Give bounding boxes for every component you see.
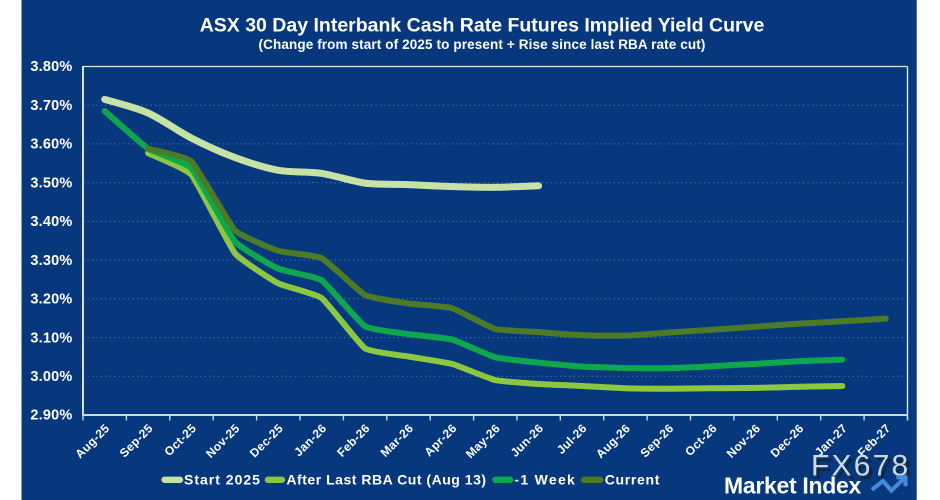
svg-text:3.70%: 3.70% bbox=[30, 98, 72, 114]
svg-text:3.20%: 3.20% bbox=[30, 292, 72, 308]
svg-text:2.90%: 2.90% bbox=[30, 408, 72, 424]
svg-text:Current: Current bbox=[605, 471, 660, 487]
svg-text:3.00%: 3.00% bbox=[30, 369, 72, 385]
svg-text:FX678: FX678 bbox=[814, 453, 913, 486]
svg-text:3.30%: 3.30% bbox=[30, 253, 72, 269]
svg-text:3.40%: 3.40% bbox=[30, 214, 72, 230]
svg-text:3.50%: 3.50% bbox=[30, 175, 72, 191]
svg-text:After Last RBA Cut (Aug 13): After Last RBA Cut (Aug 13) bbox=[286, 471, 486, 487]
svg-text:Start 2025: Start 2025 bbox=[184, 471, 261, 487]
svg-text:ASX 30 Day Interbank Cash Rate: ASX 30 Day Interbank Cash Rate Futures I… bbox=[200, 15, 765, 37]
svg-text:3.80%: 3.80% bbox=[30, 59, 72, 75]
svg-text:3.10%: 3.10% bbox=[30, 330, 72, 346]
svg-text:3.60%: 3.60% bbox=[30, 137, 72, 153]
svg-text:FX678: FX678 bbox=[811, 450, 910, 483]
svg-text:-1 Week: -1 Week bbox=[514, 471, 576, 487]
svg-text:(Change from start of 2025 to: (Change from start of 2025 to present + … bbox=[258, 37, 705, 52]
svg-text:Market Index: Market Index bbox=[724, 473, 862, 499]
